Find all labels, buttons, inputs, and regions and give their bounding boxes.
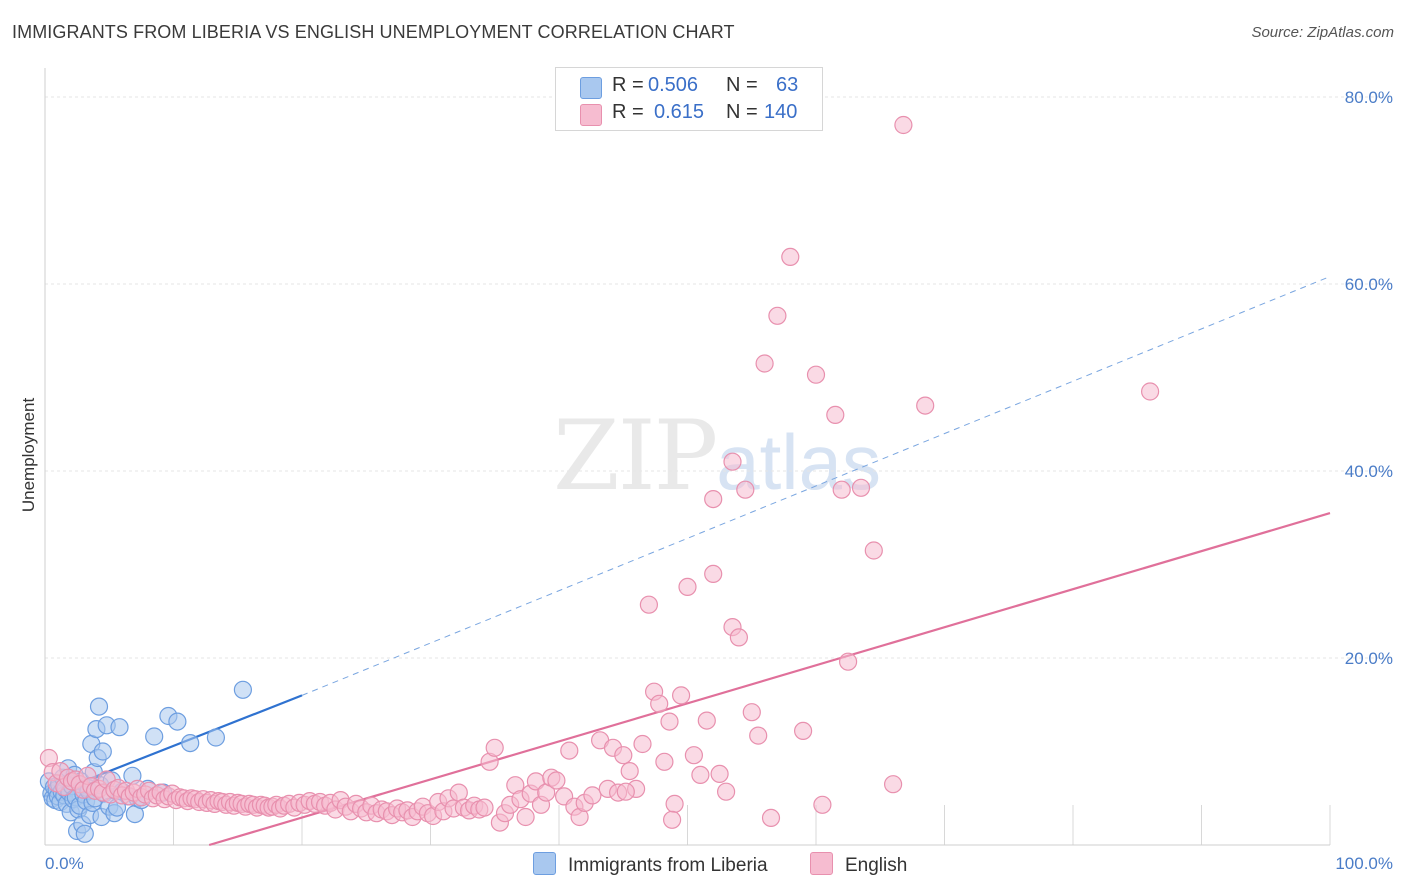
data-point bbox=[639, 595, 659, 614]
trend-extension-0 bbox=[301, 276, 1331, 696]
y-tick-label: 40.0% bbox=[1345, 462, 1393, 481]
data-point bbox=[633, 734, 652, 754]
data-point bbox=[781, 247, 800, 266]
legend-n-value: 63 bbox=[776, 74, 799, 96]
legend-swatch-english bbox=[580, 104, 602, 126]
data-point bbox=[168, 712, 187, 731]
data-point bbox=[616, 782, 635, 801]
data-point bbox=[665, 794, 684, 814]
watermark: ZIPatlas bbox=[553, 400, 881, 512]
data-point bbox=[916, 396, 935, 415]
y-tick-label: 60.0% bbox=[1345, 275, 1393, 294]
data-point bbox=[723, 452, 742, 471]
data-point bbox=[704, 564, 723, 584]
data-point bbox=[560, 741, 579, 760]
source-credit: Source: ZipAtlas.com bbox=[1251, 24, 1394, 41]
data-point bbox=[736, 480, 755, 499]
legend-n-label: N = bbox=[726, 74, 758, 96]
data-point bbox=[475, 798, 494, 817]
legend-r-label: R = bbox=[612, 74, 644, 96]
data-point bbox=[93, 742, 112, 761]
data-point bbox=[583, 786, 602, 805]
data-point bbox=[691, 765, 710, 785]
grid-lines bbox=[45, 96, 1392, 845]
data-point bbox=[768, 306, 787, 325]
data-point bbox=[894, 115, 913, 135]
data-point bbox=[742, 703, 761, 722]
trend-line-1 bbox=[208, 512, 1331, 847]
data-point bbox=[181, 733, 200, 753]
data-point bbox=[793, 721, 813, 741]
legend-r-value: 0.615 bbox=[654, 101, 705, 123]
data-point bbox=[671, 686, 691, 705]
series-english bbox=[39, 115, 1160, 832]
legend-n-label: N = bbox=[726, 101, 758, 123]
data-point bbox=[838, 652, 858, 671]
data-point bbox=[704, 490, 723, 509]
data-point bbox=[697, 711, 716, 730]
data-point bbox=[75, 824, 94, 843]
y-tick-label: 20.0% bbox=[1345, 649, 1393, 668]
data-point bbox=[684, 746, 704, 765]
data-point bbox=[729, 628, 749, 647]
legend-r-label: R = bbox=[612, 101, 644, 123]
chart-title: IMMIGRANTS FROM LIBERIA VS ENGLISH UNEMP… bbox=[12, 22, 735, 42]
data-point bbox=[864, 541, 883, 560]
data-point bbox=[206, 728, 225, 747]
x-tick-label: 100.0% bbox=[1335, 854, 1393, 873]
data-point bbox=[662, 810, 682, 829]
legend-r-value: 0.506 bbox=[648, 74, 699, 96]
data-point bbox=[1140, 382, 1160, 401]
data-point bbox=[806, 365, 826, 384]
data-point bbox=[89, 697, 109, 716]
bottom-legend-english: English bbox=[810, 852, 907, 877]
y-axis-label: Unemployment bbox=[19, 398, 38, 513]
data-point bbox=[145, 727, 164, 746]
legend-swatch-liberia bbox=[580, 77, 602, 99]
data-point bbox=[233, 680, 252, 699]
data-point bbox=[761, 808, 781, 828]
data-point bbox=[755, 354, 774, 373]
data-point bbox=[614, 746, 633, 765]
legend-n-value: 140 bbox=[764, 101, 798, 123]
bottom-legend-label-liberia: Immigrants from Liberia bbox=[568, 855, 768, 876]
bottom-legend-liberia: Immigrants from Liberia bbox=[533, 852, 768, 877]
bottom-legend-swatch-english bbox=[810, 852, 833, 875]
data-point bbox=[710, 764, 729, 784]
stats-legend: R = 0.506 N = 63 R = 0.615 N = 140 bbox=[555, 67, 823, 131]
data-point bbox=[678, 577, 697, 597]
data-point bbox=[749, 726, 768, 745]
tick-labels: 20.0% 40.0% 60.0% 80.0% 0.0% 100.0% bbox=[45, 88, 1393, 873]
axes bbox=[44, 68, 1330, 846]
data-point bbox=[516, 807, 535, 827]
data-point bbox=[110, 718, 129, 737]
bottom-legend-label-english: English bbox=[845, 855, 908, 876]
data-point bbox=[832, 480, 851, 499]
data-point bbox=[883, 775, 903, 794]
data-point bbox=[650, 694, 669, 713]
data-point bbox=[851, 478, 871, 497]
data-point bbox=[716, 782, 736, 801]
y-tick-label: 80.0% bbox=[1345, 88, 1393, 107]
data-point bbox=[547, 771, 566, 790]
data-point bbox=[655, 752, 674, 771]
data-point bbox=[826, 405, 845, 424]
data-point bbox=[485, 738, 504, 757]
data-points bbox=[39, 115, 1160, 843]
x-tick-label: 0.0% bbox=[45, 854, 84, 873]
data-point bbox=[813, 795, 832, 814]
bottom-legend-swatch-liberia bbox=[533, 852, 556, 875]
data-point bbox=[660, 712, 679, 731]
data-point bbox=[620, 761, 639, 781]
series-liberia bbox=[39, 680, 252, 843]
